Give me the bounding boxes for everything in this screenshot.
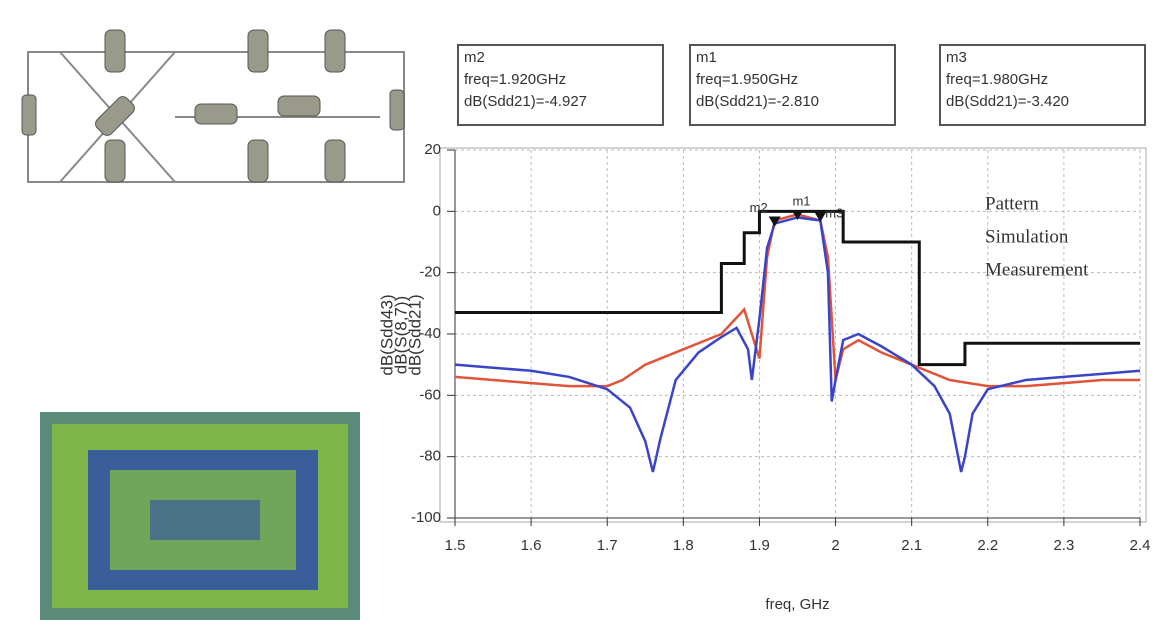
y-axis-title: dB(Sdd43) (377, 294, 396, 375)
x-tick-label: 2.3 (1053, 537, 1074, 554)
y-tick-label: 20 (424, 141, 441, 158)
legend-entry: Simulation (985, 226, 1069, 247)
x-tick-label: 2.2 (977, 537, 998, 554)
marker-freq: freq=1.980GHz (946, 71, 1048, 88)
y-tick-label: -40 (419, 325, 441, 342)
legend-entry: Pattern (985, 193, 1039, 214)
x-axis-title: freq, GHz (765, 596, 829, 613)
x-tick-label: 1.6 (521, 537, 542, 554)
marker-name: m2 (464, 49, 485, 66)
marker-box (939, 44, 1146, 126)
marker-value: dB(Sdd21)=-4.927 (464, 93, 587, 110)
series-line (454, 213, 1140, 388)
marker-point (768, 216, 781, 227)
x-tick-label: 2.4 (1130, 537, 1151, 554)
schematic (21, 29, 405, 183)
y-tick-label: 0 (433, 202, 441, 219)
y-tick-label: -20 (419, 264, 441, 281)
x-tick-label: 1.8 (673, 537, 694, 554)
marker-name: m1 (696, 49, 717, 66)
y-tick-label: -100 (411, 509, 441, 526)
marker-label: m3 (825, 205, 843, 220)
marker-box (689, 44, 896, 126)
marker-value: dB(Sdd21)=-3.420 (946, 93, 1069, 110)
legend-entry: Measurement (985, 259, 1089, 280)
marker-point (791, 209, 804, 220)
x-tick-label: 1.5 (445, 537, 466, 554)
plot-frame (439, 147, 1147, 523)
marker-box (457, 44, 664, 126)
marker-label: m2 (750, 200, 768, 215)
marker-freq: freq=1.950GHz (696, 71, 798, 88)
marker-freq: freq=1.920GHz (464, 71, 566, 88)
marker-value: dB(Sdd21)=-2.810 (696, 93, 819, 110)
marker-label: m1 (792, 193, 810, 208)
y-tick-label: -60 (419, 386, 441, 403)
y-tick-label: -80 (419, 448, 441, 465)
x-tick-label: 2 (831, 537, 839, 554)
y-axis-title: dB(Sdd21) (405, 294, 424, 375)
x-tick-label: 2.1 (901, 537, 922, 554)
x-tick-label: 1.7 (597, 537, 618, 554)
device-photo (40, 412, 360, 620)
x-tick-label: 1.9 (749, 537, 770, 554)
marker-point (814, 211, 827, 222)
y-axis-title: dB(S(8,7)) (391, 296, 410, 374)
series-line (454, 216, 1141, 473)
marker-name: m3 (946, 49, 967, 66)
